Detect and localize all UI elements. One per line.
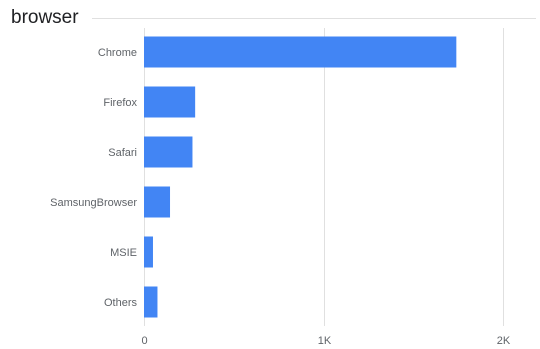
bar-chrome [144,36,457,68]
category-label: Chrome [98,47,137,59]
bars [144,36,457,318]
x-tick-label: 0 [141,335,147,347]
bar-safari [144,136,193,168]
category-label: SamsungBrowser [50,197,137,209]
bar-firefox [144,86,196,118]
category-label: Firefox [103,97,137,109]
bar-others [144,286,158,318]
category-label: Others [104,297,138,309]
title-divider [92,18,536,19]
category-label: Safari [108,147,137,159]
bar-msie [144,236,153,268]
bar-samsungbrowser [144,186,171,218]
chart-header: browser [0,0,540,34]
chart-title: browser [11,7,79,28]
x-tick-label: 1K [318,335,332,347]
category-label: MSIE [110,247,137,259]
category-labels: Chrome Firefox Safari SamsungBrowser MSIE Oth… [50,47,137,309]
x-tick-label: 2K [497,335,511,347]
gridlines [144,28,504,326]
x-axis-ticks: 0 1K 2K [141,335,510,347]
